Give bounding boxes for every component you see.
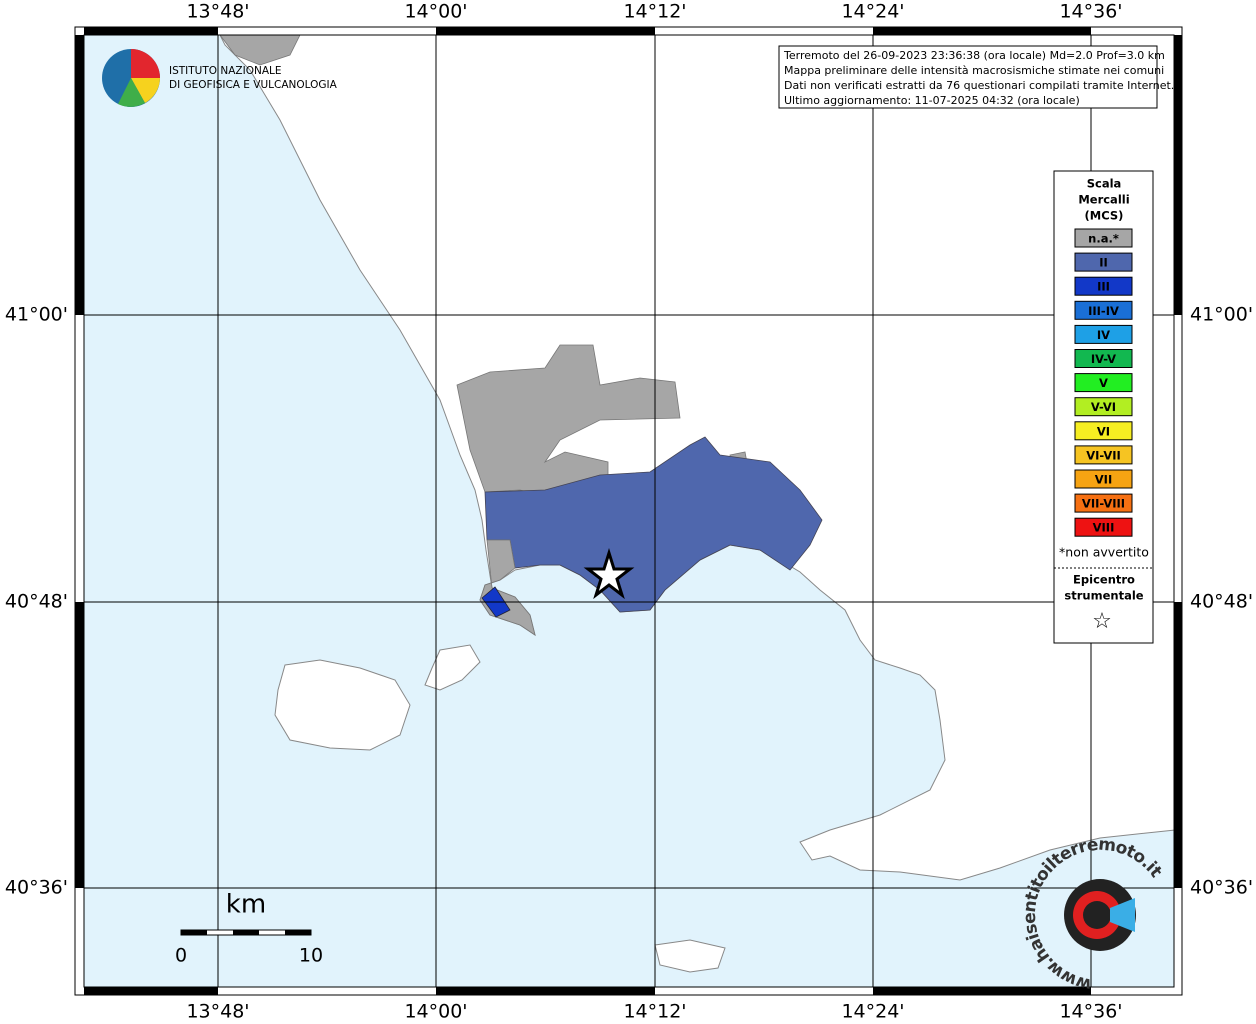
legend-footnote: *non avvertito bbox=[1059, 545, 1149, 560]
lon-label: 13°48' bbox=[186, 1001, 249, 1023]
legend-label: n.a.* bbox=[1088, 232, 1119, 246]
legend-swatch bbox=[1074, 300, 1133, 320]
map-shape bbox=[84, 27, 218, 35]
island-capri bbox=[654, 939, 726, 973]
map-shape bbox=[436, 987, 655, 995]
legend-title: (MCS) bbox=[1085, 209, 1124, 223]
info-box: Terremoto del 26-09-2023 23:36:38 (ora l… bbox=[778, 45, 1174, 109]
epicenter-star bbox=[583, 547, 635, 600]
lon-label: 14°12' bbox=[623, 1, 686, 23]
map-shape bbox=[1174, 602, 1182, 888]
scale-unit: km bbox=[226, 890, 266, 920]
scale-label: 10 bbox=[299, 945, 323, 967]
logo-line: DI GEOFISICA E VULCANOLOGIA bbox=[169, 79, 338, 91]
lon-label: 14°00' bbox=[404, 1001, 467, 1023]
map-shape bbox=[75, 35, 84, 315]
map-shape bbox=[1174, 35, 1182, 315]
legend-epicenter: Epicentro bbox=[1073, 573, 1135, 587]
island-ischia bbox=[274, 659, 411, 751]
legend-label: VI bbox=[1097, 424, 1110, 438]
scale-seg bbox=[233, 930, 259, 935]
lat-label: 40°36' bbox=[5, 877, 68, 899]
scale-seg bbox=[181, 930, 207, 935]
frame-bars bbox=[75, 27, 1182, 995]
lat-label: 40°48' bbox=[1190, 591, 1253, 613]
frame bbox=[74, 26, 1183, 996]
region-na bbox=[219, 35, 301, 66]
legend-title: Scala bbox=[1087, 177, 1122, 191]
scale-bar: km 0 10 bbox=[175, 890, 323, 967]
island-procida bbox=[424, 644, 481, 691]
axis-labels: 13°48' 13°48' 14°00' 14°00' 14°12' 14°12' 14°2… bbox=[5, 1, 1253, 1023]
lon-label: 14°24' bbox=[841, 1001, 904, 1023]
logo-horn bbox=[1110, 898, 1135, 932]
map-shape bbox=[75, 602, 84, 888]
info-line: Terremoto del 26-09-2023 23:36:38 (ora l… bbox=[783, 49, 1165, 62]
legend-epicenter: strumentale bbox=[1064, 589, 1143, 603]
legend-swatch bbox=[1074, 276, 1133, 296]
legend-label: III-IV bbox=[1088, 304, 1119, 318]
legend: Scala Mercalli (MCS) *non avvertito Epic… bbox=[1053, 170, 1154, 644]
legend-swatch bbox=[1074, 373, 1133, 393]
lat-label: 40°36' bbox=[1190, 877, 1253, 899]
legend-label: II bbox=[1099, 256, 1108, 270]
legend-swatch bbox=[1074, 469, 1133, 489]
logo-line: ISTITUTO NAZIONALE bbox=[169, 65, 282, 77]
lon-label: 14°36' bbox=[1059, 1001, 1122, 1023]
region-ii bbox=[484, 436, 823, 613]
info-frame bbox=[778, 45, 1158, 109]
map-shape bbox=[436, 27, 655, 35]
legend-title: Mercalli bbox=[1078, 193, 1129, 207]
legend-label: VII bbox=[1095, 473, 1112, 487]
map-shape bbox=[873, 27, 1091, 35]
lat-label: 40°48' bbox=[5, 591, 68, 613]
legend-label: V-VI bbox=[1091, 400, 1116, 414]
legend-swatch bbox=[1074, 252, 1133, 272]
logo-sector bbox=[118, 78, 145, 107]
info-line: Ultimo aggiornamento: 11-07-2025 04:32 (… bbox=[784, 94, 1080, 107]
legend-swatch bbox=[1074, 349, 1133, 368]
legend-swatch bbox=[1074, 397, 1133, 417]
lon-label: 13°48' bbox=[186, 1, 249, 23]
lon-label: 14°00' bbox=[404, 1, 467, 23]
map-shape bbox=[84, 987, 218, 995]
legend-label: IV-V bbox=[1091, 352, 1116, 366]
map-body bbox=[84, 35, 1174, 987]
legend-label: III bbox=[1097, 280, 1110, 294]
lon-label: 14°36' bbox=[1059, 1, 1122, 23]
info-line: Mappa preliminare delle intensità macros… bbox=[784, 64, 1164, 77]
legend-swatch bbox=[1074, 324, 1133, 344]
lat-label: 41°00' bbox=[1190, 304, 1253, 326]
legend-label: VI-VII bbox=[1086, 448, 1121, 462]
info-line: Dati non verificati estratti da 76 quest… bbox=[784, 79, 1174, 92]
legend-swatch bbox=[1074, 228, 1133, 248]
map-shape bbox=[873, 987, 1091, 995]
legend-swatch bbox=[1074, 421, 1133, 441]
legend-swatch bbox=[1074, 445, 1133, 465]
legend-swatch bbox=[1074, 517, 1133, 537]
ingv-logo: ISTITUTO NAZIONALE DI GEOFISICA E VULCAN… bbox=[102, 49, 338, 107]
lon-label: 14°12' bbox=[623, 1001, 686, 1023]
legend-label: VIII bbox=[1093, 521, 1115, 535]
logo-core bbox=[1083, 901, 1111, 929]
legend-swatch bbox=[1074, 493, 1133, 513]
lon-label: 14°24' bbox=[841, 1, 904, 23]
legend-label: V bbox=[1099, 376, 1108, 390]
scale-seg bbox=[285, 930, 311, 935]
logo-sector bbox=[131, 49, 160, 78]
legend-label: IV bbox=[1097, 328, 1110, 342]
scale-label: 0 bbox=[175, 945, 187, 967]
lat-label: 41°00' bbox=[5, 304, 68, 326]
logo-sector bbox=[131, 78, 160, 103]
legend-label: VII-VIII bbox=[1082, 497, 1125, 511]
legend-epicenter-symbol: ☆ bbox=[1092, 609, 1112, 634]
